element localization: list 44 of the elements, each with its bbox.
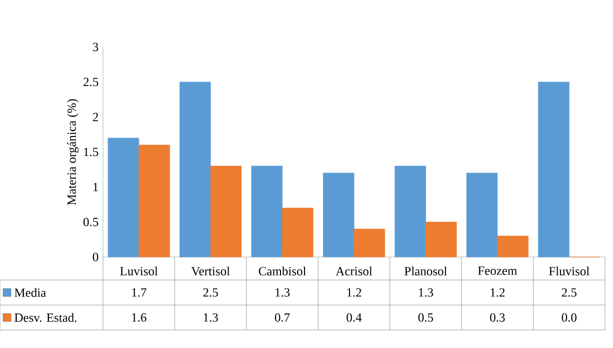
x-tick-label: Feozem xyxy=(478,266,518,275)
x-tick-label: Vertisol xyxy=(191,266,230,276)
legend-label: Desv. Estad. xyxy=(14,313,76,322)
bar xyxy=(426,222,457,258)
y-tick-label: 2.5 xyxy=(84,78,98,86)
data-label: 0.3 xyxy=(490,313,505,322)
x-tick-label: Luvisol xyxy=(120,266,158,276)
bar xyxy=(210,166,242,258)
data-label: 1.3 xyxy=(419,288,434,297)
x-tick-label: Acrisol xyxy=(336,266,372,276)
bar xyxy=(282,208,314,258)
y-tick-label: 1 xyxy=(93,182,98,192)
legend-label: Media xyxy=(14,288,46,297)
y-axis-title: Materia orgánica (%) xyxy=(67,99,78,205)
y-tick-label: 1.5 xyxy=(84,148,98,156)
bar xyxy=(466,172,498,258)
bar xyxy=(538,82,570,258)
data-label: 1.2 xyxy=(347,288,362,297)
bar xyxy=(497,236,528,258)
data-label: 1.3 xyxy=(276,288,290,297)
data-label: 1.2 xyxy=(490,288,505,297)
data-label: 2.5 xyxy=(562,288,576,297)
bar xyxy=(138,144,170,258)
bar xyxy=(251,166,282,258)
data-label: 2.5 xyxy=(203,288,218,297)
x-tick-label: Fluvisol xyxy=(549,266,590,276)
bar xyxy=(322,172,354,258)
bar xyxy=(180,82,211,258)
data-label: 1.6 xyxy=(132,313,146,322)
data-label: 0.0 xyxy=(562,313,576,322)
data-label: 0.5 xyxy=(418,313,434,322)
x-tick-label: Planosol xyxy=(404,266,447,276)
x-tick-label: Cambisol xyxy=(258,266,306,276)
y-tick-label: 0.5 xyxy=(83,218,98,226)
data-label: 0.7 xyxy=(274,313,290,322)
y-tick-label: 3 xyxy=(92,42,98,52)
data-label: 1.3 xyxy=(204,313,218,322)
bar xyxy=(354,228,386,258)
y-tick-label: 0 xyxy=(92,252,98,262)
y-tick-label: 2 xyxy=(92,112,98,122)
data-label: 0.4 xyxy=(346,313,362,322)
data-label: 1.7 xyxy=(132,288,146,297)
bar xyxy=(108,138,140,258)
bar xyxy=(394,166,426,258)
